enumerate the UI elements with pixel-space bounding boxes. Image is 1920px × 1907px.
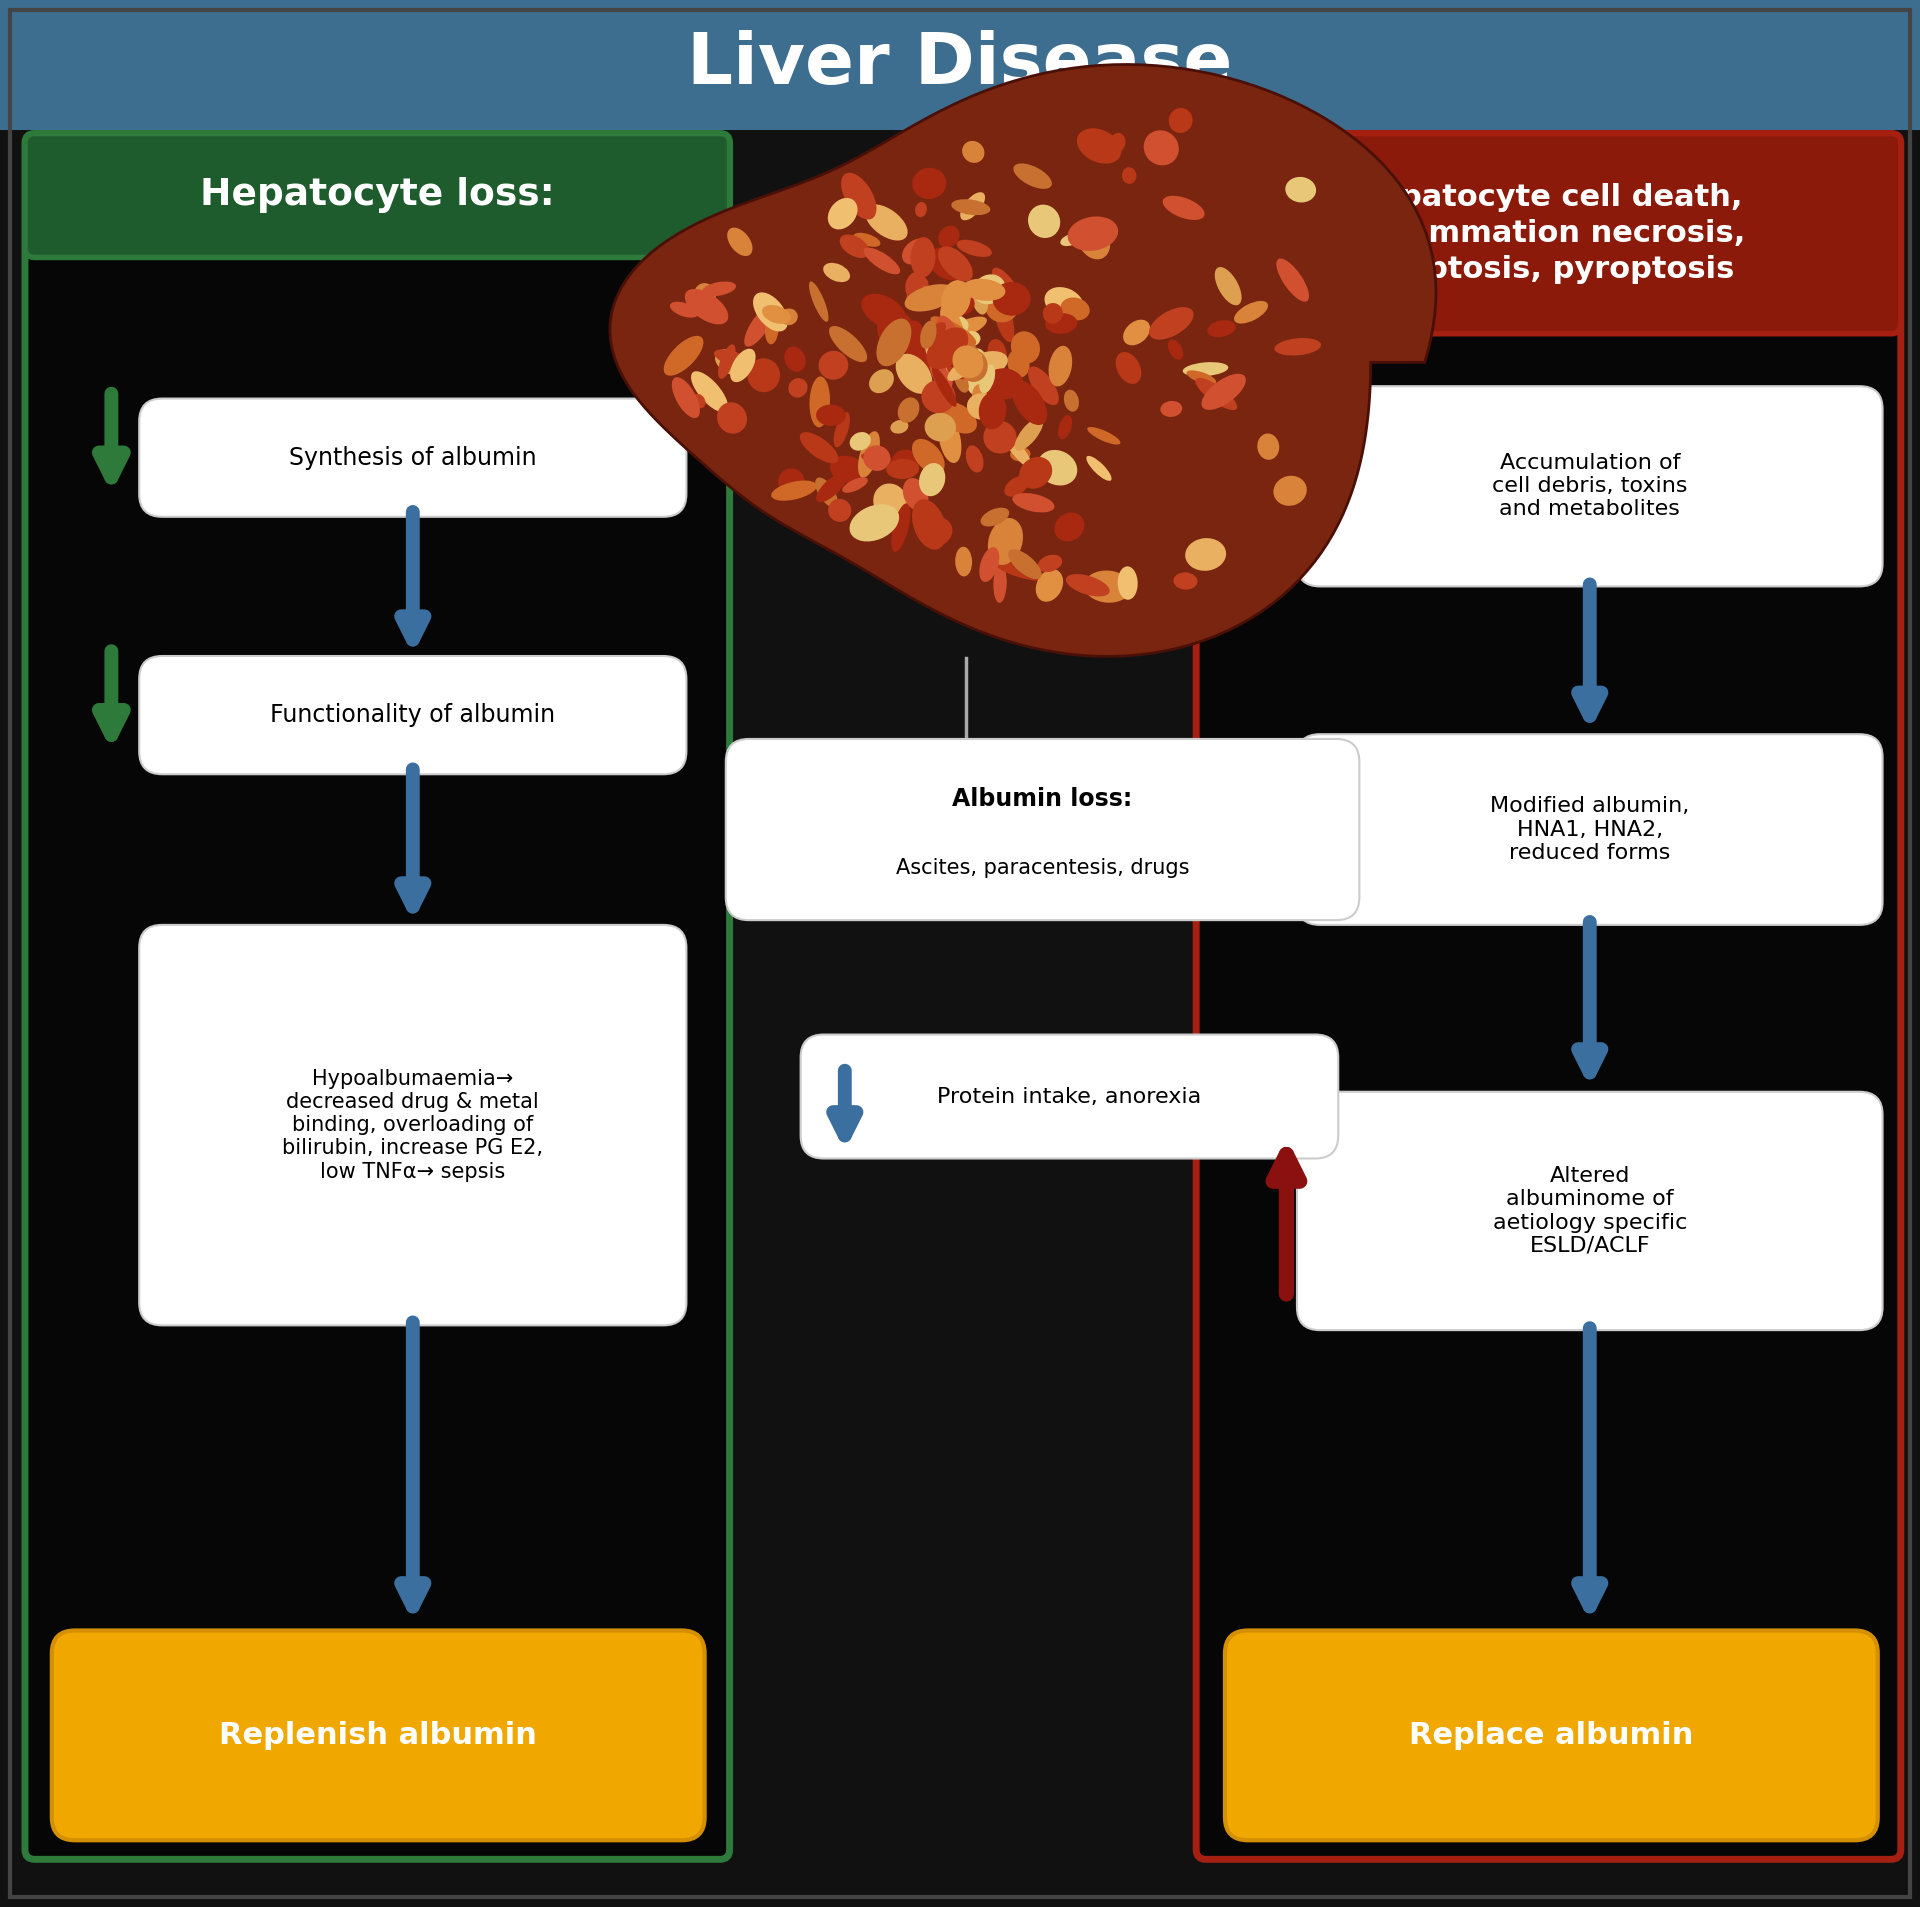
Ellipse shape: [927, 330, 962, 368]
Ellipse shape: [931, 334, 962, 364]
Text: Accumulation of
cell debris, toxins
and metabolites: Accumulation of cell debris, toxins and …: [1492, 454, 1688, 519]
Ellipse shape: [995, 296, 1014, 341]
Ellipse shape: [1235, 301, 1267, 324]
Ellipse shape: [996, 563, 1046, 582]
Text: Replace albumin: Replace albumin: [1409, 1720, 1693, 1751]
Ellipse shape: [691, 393, 705, 408]
Ellipse shape: [993, 282, 1031, 317]
Ellipse shape: [937, 347, 962, 368]
Ellipse shape: [1060, 233, 1081, 246]
Ellipse shape: [899, 397, 920, 423]
Ellipse shape: [1273, 475, 1308, 505]
Text: Modified albumin,
HNA1, HNA2,
reduced forms: Modified albumin, HNA1, HNA2, reduced fo…: [1490, 797, 1690, 862]
Ellipse shape: [962, 332, 981, 347]
Ellipse shape: [1116, 353, 1140, 383]
Ellipse shape: [816, 473, 847, 502]
Text: Hepatocyte cell death,
inflammation necrosis,
apoptosis, pyroptosis: Hepatocyte cell death, inflammation necr…: [1352, 183, 1745, 284]
Ellipse shape: [939, 402, 977, 433]
Ellipse shape: [960, 193, 985, 221]
Ellipse shape: [1277, 259, 1309, 301]
Ellipse shape: [1012, 494, 1054, 513]
Ellipse shape: [810, 376, 829, 427]
Ellipse shape: [1008, 349, 1029, 378]
Ellipse shape: [714, 349, 753, 368]
Ellipse shape: [950, 198, 991, 215]
Ellipse shape: [983, 421, 1016, 454]
Ellipse shape: [1169, 109, 1192, 133]
Text: Synthesis of albumin: Synthesis of albumin: [290, 446, 536, 469]
Ellipse shape: [922, 379, 956, 414]
Ellipse shape: [816, 477, 837, 507]
Ellipse shape: [950, 341, 981, 379]
Ellipse shape: [816, 404, 847, 425]
Ellipse shape: [937, 317, 960, 357]
Ellipse shape: [918, 517, 952, 547]
Ellipse shape: [1066, 574, 1110, 597]
Ellipse shape: [670, 301, 699, 318]
Ellipse shape: [870, 370, 895, 393]
Ellipse shape: [764, 315, 780, 345]
Ellipse shape: [925, 328, 968, 370]
Ellipse shape: [1043, 303, 1064, 324]
Ellipse shape: [714, 349, 747, 376]
Ellipse shape: [941, 290, 975, 317]
Ellipse shape: [1087, 456, 1112, 481]
Text: Replenish albumin: Replenish albumin: [219, 1720, 538, 1751]
FancyBboxPatch shape: [726, 740, 1359, 921]
Text: Functionality of albumin: Functionality of albumin: [271, 704, 555, 727]
Ellipse shape: [945, 317, 987, 339]
Ellipse shape: [1110, 133, 1125, 153]
Ellipse shape: [939, 416, 962, 463]
Ellipse shape: [962, 278, 1006, 301]
Text: Protein intake, anorexia: Protein intake, anorexia: [937, 1087, 1202, 1106]
Ellipse shape: [1016, 418, 1043, 450]
Ellipse shape: [785, 347, 806, 372]
Ellipse shape: [902, 238, 929, 265]
Ellipse shape: [920, 320, 937, 349]
Ellipse shape: [1037, 450, 1077, 486]
Ellipse shape: [979, 364, 995, 393]
Ellipse shape: [891, 420, 908, 433]
Ellipse shape: [862, 294, 906, 328]
Ellipse shape: [1008, 549, 1043, 580]
Ellipse shape: [931, 317, 975, 345]
Ellipse shape: [883, 328, 914, 359]
Ellipse shape: [929, 248, 966, 280]
Ellipse shape: [1020, 458, 1052, 488]
Ellipse shape: [1048, 345, 1071, 387]
Text: Liver Disease: Liver Disease: [687, 31, 1233, 99]
FancyBboxPatch shape: [1225, 1630, 1878, 1840]
Ellipse shape: [691, 372, 728, 412]
Ellipse shape: [972, 385, 987, 410]
Ellipse shape: [864, 446, 891, 471]
Ellipse shape: [979, 547, 998, 582]
FancyBboxPatch shape: [138, 399, 687, 517]
FancyBboxPatch shape: [1196, 133, 1901, 1859]
Ellipse shape: [1014, 164, 1052, 189]
Ellipse shape: [1183, 362, 1229, 376]
Ellipse shape: [1027, 366, 1058, 404]
Ellipse shape: [1148, 307, 1194, 339]
Ellipse shape: [1144, 130, 1179, 166]
Ellipse shape: [1012, 379, 1046, 425]
Ellipse shape: [1173, 572, 1198, 589]
Ellipse shape: [839, 235, 870, 257]
Ellipse shape: [1085, 570, 1131, 603]
Ellipse shape: [993, 267, 1021, 307]
Ellipse shape: [962, 141, 985, 162]
Ellipse shape: [772, 481, 816, 502]
Ellipse shape: [1068, 215, 1117, 252]
Ellipse shape: [1004, 477, 1029, 496]
Ellipse shape: [818, 351, 849, 379]
Ellipse shape: [1117, 566, 1139, 599]
Ellipse shape: [1010, 446, 1031, 461]
Ellipse shape: [1123, 320, 1150, 345]
Ellipse shape: [1164, 196, 1204, 219]
Ellipse shape: [828, 500, 851, 523]
Ellipse shape: [939, 246, 973, 282]
FancyBboxPatch shape: [0, 0, 1920, 130]
Ellipse shape: [947, 349, 977, 379]
Ellipse shape: [753, 292, 787, 332]
Ellipse shape: [887, 460, 920, 479]
